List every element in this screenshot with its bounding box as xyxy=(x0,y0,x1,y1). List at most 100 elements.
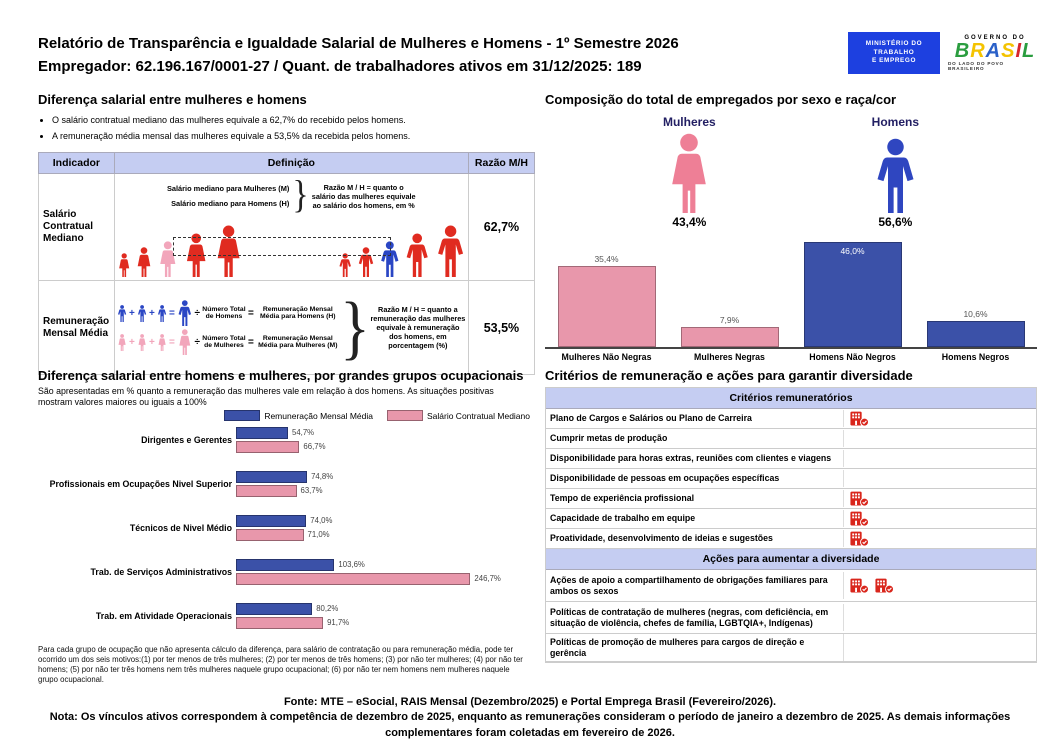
composition-bar-chart: 35,4% 7,9% 46,0% 10,6% xyxy=(545,237,1037,349)
occupational-group: Dirigentes e Gerentes 54,7% 66,7% xyxy=(38,425,538,454)
brace-glyph: } xyxy=(292,174,309,217)
occupational-bar xyxy=(236,426,288,439)
criteria-label: Políticas de promoção de mulheres para c… xyxy=(546,634,844,661)
occupational-bar xyxy=(236,602,313,615)
occupational-group: Trab. em Atividade Operacionais 80,2% 91,7… xyxy=(38,601,538,630)
median-connector-line xyxy=(172,237,391,256)
man-icon xyxy=(339,253,352,277)
composition-bar: 35,4% xyxy=(557,254,656,347)
brasil-letter: R xyxy=(970,40,986,62)
section-criteria: Critérios de remuneração e ações para ga… xyxy=(545,368,1037,663)
bar-value-label: 74,0% xyxy=(310,516,333,525)
man-icon xyxy=(157,304,166,322)
occupational-group: Técnicos de Nivel Médio 74,0% 71,0% xyxy=(38,513,538,542)
criteria-label: Disponibilidade de pessoas em ocupações … xyxy=(546,470,844,487)
equals-sign: = xyxy=(247,307,254,319)
bar-row: 103,6% xyxy=(236,558,538,571)
report-header: Relatório de Transparência e Igualdade S… xyxy=(38,32,1042,78)
women-percentage: 43,4% xyxy=(672,215,707,229)
man-icon xyxy=(437,225,463,277)
col-header-definicao: Definição xyxy=(113,152,469,174)
ratio-value: 62,7% xyxy=(467,173,536,281)
ratio-note: Razão M / H = quanto a remuneração das m… xyxy=(370,305,466,350)
equals-sign: = xyxy=(169,307,175,319)
criteria-label: Plano de Cargos e Salários ou Plano de C… xyxy=(546,410,844,427)
legend-label: Salário Contratual Mediano xyxy=(426,410,530,421)
criteria-label: Políticas de contratação de mulheres (ne… xyxy=(546,604,844,631)
woman-icon xyxy=(118,253,129,277)
category-label: Profissionais em Ocupações Nivel Superio… xyxy=(49,478,232,489)
composition-bar: 46,0% xyxy=(803,241,902,347)
man-icon xyxy=(877,138,914,213)
category-label: Homens Negros xyxy=(941,352,1010,362)
occupational-bar xyxy=(236,572,471,585)
criteria-row: Capacidade de trabalho em equipe xyxy=(546,509,1036,529)
formula-row: + + = ÷ Número Total de Homens = Remuneração M… xyxy=(117,300,340,326)
bullet-item: A remuneração média mensal das mulheres … xyxy=(52,128,535,144)
table-row: Salário Contratual Mediano Salário media… xyxy=(38,173,536,281)
occupational-footnote: Para cada grupo de ocupação que não apre… xyxy=(38,645,523,684)
criteria-section1-header: Critérios remuneratórios xyxy=(546,388,1036,409)
divide-sign: ÷ xyxy=(194,336,200,348)
ratio-value: 53,5% xyxy=(467,280,536,375)
definition-cell: Salário mediano para Mulheres (M) Salári… xyxy=(113,173,469,281)
legend-swatch-blue xyxy=(224,410,261,421)
formula-row: + + = ÷ Número Total de Mulheres = Remuneração… xyxy=(117,329,340,355)
woman-icon xyxy=(158,333,166,351)
composition-bar: 10,6% xyxy=(926,309,1025,347)
category-label: Técnicos de Nivel Médio xyxy=(129,522,232,533)
category-label: Trab. de Serviços Administrativos xyxy=(90,566,232,577)
plus-sign: + xyxy=(128,336,135,348)
woman-icon xyxy=(138,333,146,351)
report-subtitle: Empregador: 62.196.167/0001-27 / Quant. … xyxy=(38,58,642,75)
bar-value-label: 54,7% xyxy=(292,428,315,437)
salary-gap-bullets: O salário contratual mediano das mulhere… xyxy=(52,112,535,144)
ministry-logo-line: TRABALHO xyxy=(873,48,915,56)
legend-label: Remuneração Mensal Média xyxy=(264,410,373,421)
section-composition: Composição do total de empregados por se… xyxy=(545,92,1037,362)
men-label: Homens xyxy=(871,115,919,129)
bar-value-label: 63,7% xyxy=(300,486,323,495)
bar-row: 54,7% xyxy=(236,426,538,439)
occupational-bar xyxy=(236,514,307,527)
salary-gap-title: Diferença salarial entre mulheres e home… xyxy=(38,92,307,107)
governo-tagline: DO LADO DO POVO BRASILEIRO xyxy=(948,61,1004,71)
bar-value-label: 80,2% xyxy=(316,604,339,613)
section-occupational: Diferença salarial entre homens e mulher… xyxy=(38,368,538,685)
criteria-row: Tempo de experiência profissional xyxy=(546,489,1036,509)
criteria-check-cell xyxy=(844,410,1036,427)
legend-item: Salário Contratual Mediano xyxy=(386,410,530,421)
occupational-group: Profissionais em Ocupações Nivel Superio… xyxy=(38,469,538,498)
bar-value-label: 91,7% xyxy=(327,618,350,627)
bar-row: 246,7% xyxy=(236,572,538,585)
criteria-row: Disponibilidade para horas extras, reuni… xyxy=(546,449,1036,469)
occupational-bar xyxy=(236,484,297,497)
divisor-label: Número Total de Mulheres xyxy=(202,334,246,350)
company-check-icon xyxy=(850,577,869,594)
footer-note: Nota: Os vínculos ativos correspondem à … xyxy=(49,711,1011,739)
criteria-label: Cumprir metas de produção xyxy=(546,430,844,447)
criteria-check-cell xyxy=(844,530,1036,547)
category-label: Mulheres Não Negras xyxy=(561,352,652,362)
bar-value-label: 7,9% xyxy=(719,315,740,326)
occupational-title: Diferença salarial entre homens e mulher… xyxy=(38,368,524,383)
man-icon xyxy=(406,233,429,277)
occupational-subtitle: São apresentadas em % quanto a remuneraç… xyxy=(38,386,494,407)
criteria-label: Tempo de experiência profissional xyxy=(546,490,844,507)
men-figure: Homens 56,6% xyxy=(872,115,919,229)
governo-brasil-logo: GOVERNO DO BRASIL DO LADO DO POVO BRASIL… xyxy=(948,32,1042,74)
equals-sign: = xyxy=(247,336,254,348)
table-row: Remuneração Mensal Média + + = ÷ Número Tota… xyxy=(38,280,536,375)
footer-source: Fonte: MTE – eSocial, RAIS Mensal (Dezem… xyxy=(283,695,777,708)
bullet-item: O salário contratual mediano das mulhere… xyxy=(52,112,535,128)
median-people-diagram xyxy=(117,219,466,277)
criteria-label: Disponibilidade para horas extras, reuni… xyxy=(546,450,844,467)
occupational-bar xyxy=(236,558,335,571)
category-label: Mulheres Negras xyxy=(694,352,765,362)
company-check-icon xyxy=(850,410,869,427)
brasil-wordmark: BRASIL xyxy=(955,41,1035,61)
criteria-row: Ações de apoio a compartilhamento de obr… xyxy=(546,570,1036,602)
bar-row: 74,8% xyxy=(236,470,538,483)
plus-sign: + xyxy=(148,336,155,348)
criteria-label: Ações de apoio a compartilhamento de obr… xyxy=(546,572,844,599)
